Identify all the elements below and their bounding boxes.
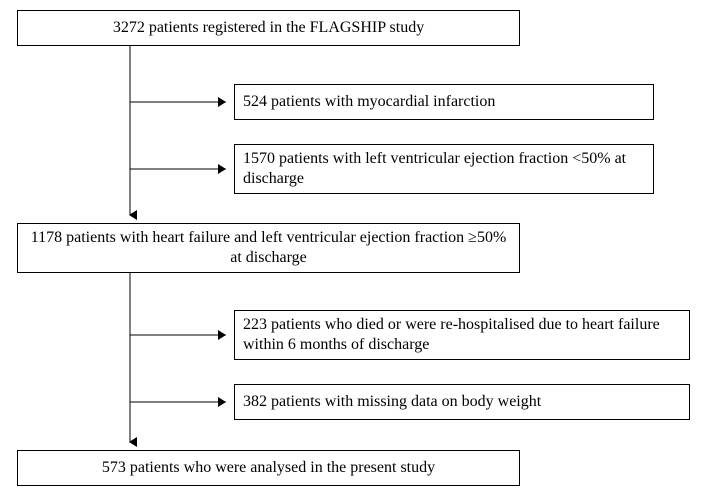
node-text: 3272 patients registered in the FLAGSHIP…	[113, 18, 424, 38]
node-text: 382 patients with missing data on body w…	[243, 392, 541, 412]
node-exclude-missing-weight: 382 patients with missing data on body w…	[234, 384, 690, 420]
node-text: 223 patients who died or were re-hospita…	[243, 315, 681, 355]
node-start: 3272 patients registered in the FLAGSHIP…	[17, 10, 520, 46]
node-text: 573 patients who were analysed in the pr…	[102, 458, 435, 478]
node-final: 573 patients who were analysed in the pr…	[17, 450, 520, 486]
node-exclude-death-rehospital: 223 patients who died or were re-hospita…	[234, 310, 690, 360]
node-text: 524 patients with myocardial infarction	[243, 92, 495, 112]
node-exclude-mi: 524 patients with myocardial infarction	[234, 84, 654, 120]
node-text: 1570 patients with left ventricular ejec…	[243, 149, 645, 189]
node-hf-lvef50: 1178 patients with heart failure and lef…	[17, 223, 520, 273]
node-text: 1178 patients with heart failure and lef…	[26, 228, 511, 268]
node-exclude-lvef: 1570 patients with left ventricular ejec…	[234, 144, 654, 194]
